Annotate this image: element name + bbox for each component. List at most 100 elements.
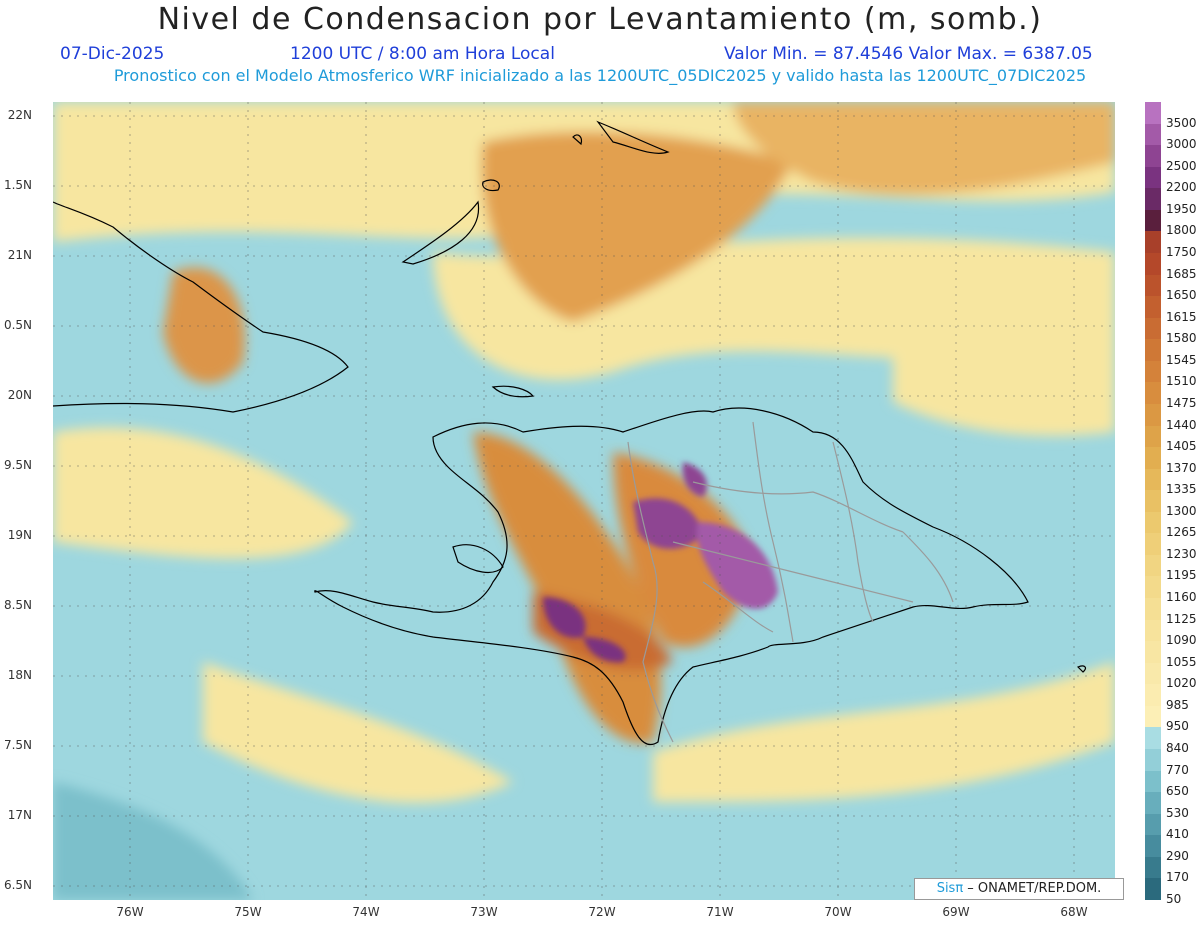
legend-swatch <box>1145 684 1161 707</box>
legend-swatch <box>1145 123 1161 146</box>
legend-label: 1230 <box>1166 546 1197 561</box>
legend-label: 950 <box>1166 719 1189 734</box>
legend-label: 1615 <box>1166 309 1197 324</box>
legend-label: 770 <box>1166 762 1189 777</box>
legend-swatch <box>1145 274 1161 297</box>
legend-swatch <box>1145 360 1161 383</box>
x-tick: 68W <box>1060 905 1088 919</box>
model-info: Pronostico con el Modelo Atmosferico WRF… <box>113 66 1087 85</box>
x-tick: 74W <box>352 905 380 919</box>
legend-label: 1020 <box>1166 676 1197 691</box>
legend-swatch <box>1145 102 1161 125</box>
legend-label: 530 <box>1166 805 1189 820</box>
legend-label: 1370 <box>1166 460 1197 475</box>
legend-swatch <box>1145 296 1161 319</box>
legend-swatch <box>1145 749 1161 772</box>
sispi-logo: Sisπ <box>936 881 964 896</box>
legend-swatch <box>1145 705 1161 728</box>
legend-swatch <box>1145 835 1161 858</box>
legend-swatch <box>1145 231 1161 254</box>
legend-swatch <box>1145 576 1161 599</box>
legend-label: 1545 <box>1166 352 1197 367</box>
y-tick: 1.5N <box>3 178 32 192</box>
legend-label: 290 <box>1166 848 1189 863</box>
legend-swatch <box>1145 447 1161 470</box>
x-tick: 73W <box>470 905 498 919</box>
y-tick: 17N <box>7 808 32 822</box>
legend-label: 1125 <box>1166 611 1197 626</box>
legend-swatch <box>1145 856 1161 879</box>
legend-swatch <box>1145 317 1161 340</box>
legend-label: 840 <box>1166 741 1189 756</box>
min-max-values: Valor Min. = 87.4546 Valor Max. = 6387.0… <box>724 44 1093 64</box>
legend-label: 3500 <box>1166 115 1197 130</box>
legend-label: 650 <box>1166 784 1189 799</box>
y-tick: 20N <box>7 388 32 402</box>
legend-label: 1750 <box>1166 244 1197 259</box>
legend-label: 1440 <box>1166 417 1197 432</box>
y-tick: 9.5N <box>3 458 32 472</box>
legend-label: 1950 <box>1166 201 1197 216</box>
legend-label: 1510 <box>1166 374 1197 389</box>
legend-swatch <box>1145 511 1161 534</box>
valid-time: 1200 UTC / 8:00 am Hora Local <box>290 44 555 64</box>
legend-swatch <box>1145 145 1161 168</box>
legend-swatch <box>1145 490 1161 513</box>
legend-swatch <box>1145 619 1161 642</box>
legend-swatch <box>1145 209 1161 232</box>
legend-swatch <box>1145 792 1161 815</box>
y-tick: 6.5N <box>3 878 32 892</box>
legend-label: 2500 <box>1166 158 1197 173</box>
legend-swatch <box>1145 641 1161 664</box>
x-tick: 75W <box>234 905 262 919</box>
y-tick: 19N <box>7 528 32 542</box>
legend-swatch <box>1145 252 1161 276</box>
x-tick: 72W <box>588 905 616 919</box>
y-tick: 7.5N <box>3 738 32 752</box>
credit-badge: Sisπ – ONAMET/REP.DOM. <box>914 878 1124 900</box>
legend-swatch <box>1145 188 1161 211</box>
legend-swatch <box>1145 166 1161 189</box>
legend-label: 1195 <box>1166 568 1197 583</box>
legend-label: 410 <box>1166 827 1189 842</box>
legend-swatch <box>1145 598 1161 621</box>
legend-swatch <box>1145 382 1161 405</box>
legend-swatch <box>1145 554 1161 577</box>
legend-label: 1090 <box>1166 633 1197 648</box>
lcl-field-map <box>53 102 1115 900</box>
legend-label: 1800 <box>1166 223 1197 238</box>
y-tick: 0.5N <box>3 318 32 332</box>
map-title: Nivel de Condensacion por Levantamiento … <box>157 2 1043 37</box>
valid-date: 07-Dic-2025 <box>60 44 165 64</box>
legend-swatch <box>1145 339 1161 362</box>
x-tick: 76W <box>116 905 144 919</box>
legend-label: 3000 <box>1166 137 1197 152</box>
legend-label: 2200 <box>1166 180 1197 195</box>
x-tick: 69W <box>942 905 970 919</box>
legend-label: 1475 <box>1166 395 1197 410</box>
legend-swatch <box>1145 403 1161 426</box>
legend-swatch <box>1145 727 1161 750</box>
credit-text: – ONAMET/REP.DOM. <box>963 881 1102 896</box>
legend-label: 1580 <box>1166 331 1197 346</box>
y-tick: 8.5N <box>3 598 32 612</box>
legend-label: 1300 <box>1166 503 1197 518</box>
legend-label: 985 <box>1166 697 1189 712</box>
legend-label: 1685 <box>1166 266 1197 281</box>
x-tick: 70W <box>824 905 852 919</box>
legend-label: 1055 <box>1166 654 1197 669</box>
legend-swatch <box>1145 770 1161 793</box>
legend-label: 1265 <box>1166 525 1197 540</box>
x-tick: 71W <box>706 905 734 919</box>
coastlines <box>53 120 1087 746</box>
legend-swatch <box>1145 813 1161 836</box>
legend-swatch <box>1145 878 1161 901</box>
legend-swatch <box>1145 468 1161 491</box>
legend-label: 170 <box>1166 870 1189 885</box>
legend-label: 1650 <box>1166 288 1197 303</box>
legend-label: 1405 <box>1166 439 1197 454</box>
color-legend <box>1145 102 1161 901</box>
y-tick: 22N <box>7 108 32 122</box>
y-tick: 21N <box>7 248 32 262</box>
legend-swatch <box>1145 533 1161 556</box>
